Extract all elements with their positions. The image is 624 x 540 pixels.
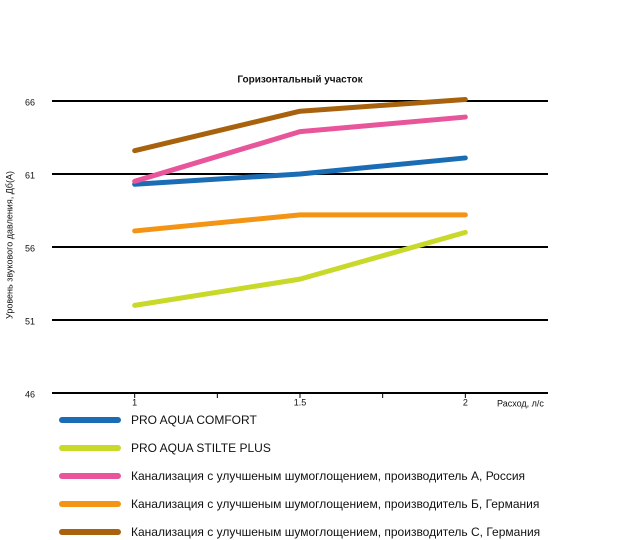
y-tick-label: 56: [25, 243, 35, 253]
series-line: [132, 114, 468, 184]
y-axis-label: Уровень звукового давления, Дб(А): [4, 171, 14, 319]
y-tick-label: 61: [25, 170, 35, 180]
x-axis-label: Расход, л/с: [497, 398, 544, 408]
legend-label: Канализация с улучшеным шумоглощением, п…: [131, 497, 539, 511]
y-tick-label: 46: [25, 389, 35, 399]
x-tick-label: 1.5: [294, 397, 307, 407]
legend-label: Канализация с улучшеным шумоглощением, п…: [131, 525, 540, 539]
x-tick-label: 2: [463, 397, 468, 407]
series-line: [132, 155, 468, 187]
chart-title: Горизонтальный участок: [237, 75, 363, 86]
series-line: [132, 97, 468, 154]
y-tick-label: 66: [25, 97, 35, 107]
x-tick-label: 1: [132, 397, 137, 407]
y-tick-label: 51: [25, 316, 35, 326]
legend-label: PRO AQUA STILTE PLUS: [131, 441, 271, 455]
legend-label: PRO AQUA COMFORT: [131, 413, 257, 427]
legend-label: Канализация с улучшеным шумоглощением, п…: [131, 469, 525, 483]
series-line: [132, 229, 468, 308]
series-line: [132, 212, 468, 234]
